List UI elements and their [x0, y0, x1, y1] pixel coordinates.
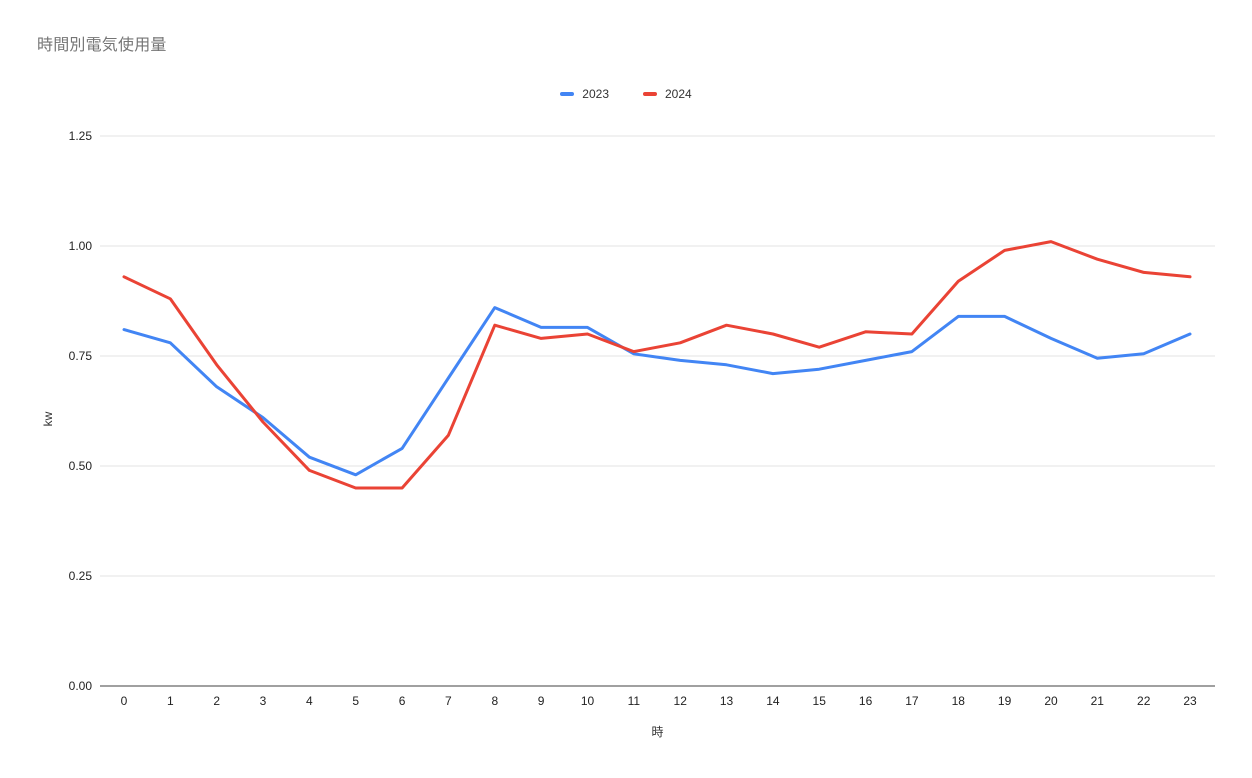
- x-tick-label: 3: [260, 694, 267, 708]
- y-tick-label: 1.25: [69, 129, 93, 143]
- x-tick-label: 13: [720, 694, 734, 708]
- legend-item-2024[interactable]: 2024: [643, 87, 692, 101]
- x-axis-title: 時: [651, 725, 664, 739]
- x-tick-label: 1: [167, 694, 174, 708]
- x-tick-label: 14: [766, 694, 780, 708]
- x-tick-label: 12: [674, 694, 688, 708]
- y-tick-label: 0.75: [69, 349, 93, 363]
- x-tick-label: 17: [905, 694, 919, 708]
- x-tick-label: 5: [352, 694, 359, 708]
- x-tick-label: 11: [628, 694, 641, 708]
- series-line-2024[interactable]: [122, 240, 1192, 490]
- x-tick-label: 23: [1183, 694, 1197, 708]
- y-axis-title: kw: [41, 411, 55, 427]
- x-tick-label: 19: [998, 694, 1012, 708]
- legend-swatch-2024: [643, 92, 657, 96]
- x-tick-label: 22: [1137, 694, 1151, 708]
- x-tick-label: 7: [445, 694, 452, 708]
- series-line-2023[interactable]: [122, 306, 1192, 477]
- x-tick-label: 9: [538, 694, 545, 708]
- y-tick-label: 0.25: [69, 569, 93, 583]
- legend-label-2024: 2024: [665, 87, 692, 101]
- legend-swatch-2023: [560, 92, 575, 96]
- x-tick-label: 16: [859, 694, 873, 708]
- legend: 2023 2024: [0, 87, 1252, 101]
- y-tick-label: 0.00: [69, 679, 93, 693]
- x-tick-label: 15: [813, 694, 827, 708]
- x-tick-label: 21: [1091, 694, 1105, 708]
- x-tick-label: 20: [1044, 694, 1058, 708]
- x-tick-label: 4: [306, 694, 313, 708]
- x-tick-label: 2: [213, 694, 220, 708]
- x-tick-label: 8: [491, 694, 498, 708]
- x-tick-label: 10: [581, 694, 595, 708]
- legend-label-2023: 2023: [582, 87, 609, 101]
- x-tick-label: 0: [121, 694, 128, 708]
- x-tick-label: 6: [399, 694, 406, 708]
- chart-title: 時間別電気使用量: [37, 37, 167, 54]
- x-tick-label: 18: [952, 694, 966, 708]
- y-tick-label: 0.50: [69, 459, 93, 473]
- legend-item-2023[interactable]: 2023: [560, 87, 609, 101]
- y-tick-label: 1.00: [69, 239, 93, 253]
